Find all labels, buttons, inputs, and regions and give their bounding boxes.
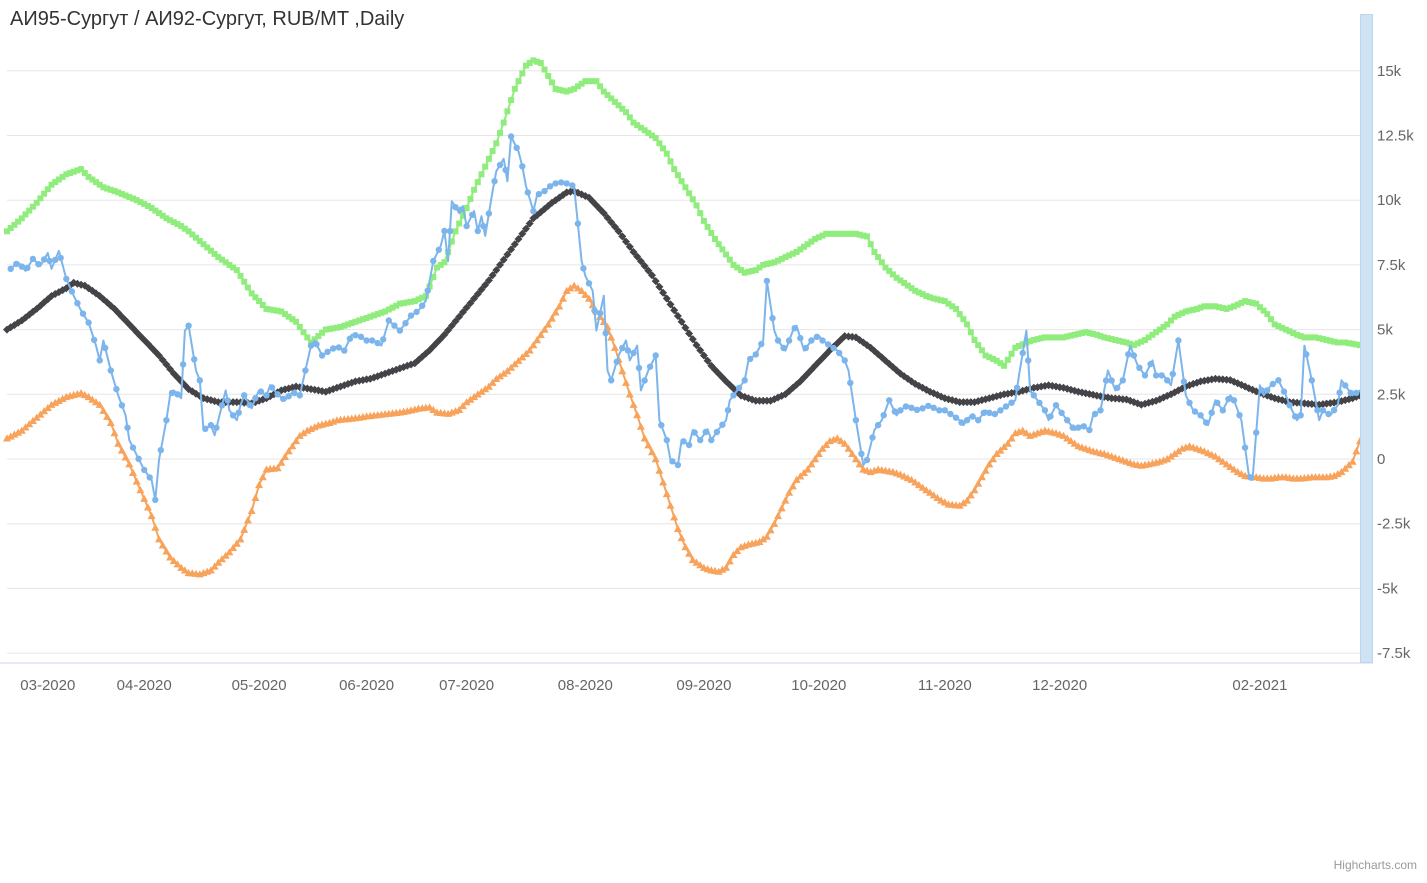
y-axis-label: 7.5k	[1377, 257, 1406, 274]
x-axis-label: 11-2020	[918, 677, 972, 694]
x-axis-label: 06-2020	[339, 677, 394, 694]
series-circle	[7, 133, 1361, 504]
x-axis-label: 12-2020	[1032, 677, 1087, 694]
y-axis-label: -5k	[1377, 580, 1398, 597]
y-axis-label: 5k	[1377, 322, 1393, 339]
axis-labels: 15k 12.5k 10k 7.5k 5k 2.5k 0 -2.5k -5k -7.5k 03-20…	[20, 63, 1414, 694]
y-axis-scrollbar[interactable]	[1360, 14, 1373, 663]
gridlines	[7, 70, 1360, 654]
y-axis-label: -2.5k	[1377, 516, 1411, 533]
x-axis-label: 05-2020	[232, 677, 287, 694]
y-axis-label: 10k	[1377, 192, 1402, 209]
x-axis-label: 08-2020	[558, 677, 613, 694]
chart-title: АИ95-Сургут / АИ92-Сургут, RUB/MT ,Daily	[10, 8, 405, 30]
x-axis-label: 10-2020	[791, 677, 846, 694]
series-square	[4, 57, 1361, 369]
y-axis-label: -7.5k	[1377, 645, 1411, 662]
x-axis-label: 03-2020	[20, 677, 75, 694]
y-axis-label: 2.5k	[1377, 386, 1406, 403]
y-axis-label: 15k	[1377, 63, 1402, 80]
highcharts-credits-link[interactable]: Highcharts.com	[1333, 858, 1417, 872]
x-axis-label: 04-2020	[117, 677, 172, 694]
y-axis-label: 0	[1377, 451, 1385, 468]
series-triangle	[3, 281, 1361, 578]
x-axis-label: 02-2021	[1232, 677, 1287, 694]
x-axis-label: 07-2020	[439, 677, 494, 694]
x-axis-label: 09-2020	[676, 677, 731, 694]
y-axis-label: 12.5k	[1377, 128, 1414, 145]
